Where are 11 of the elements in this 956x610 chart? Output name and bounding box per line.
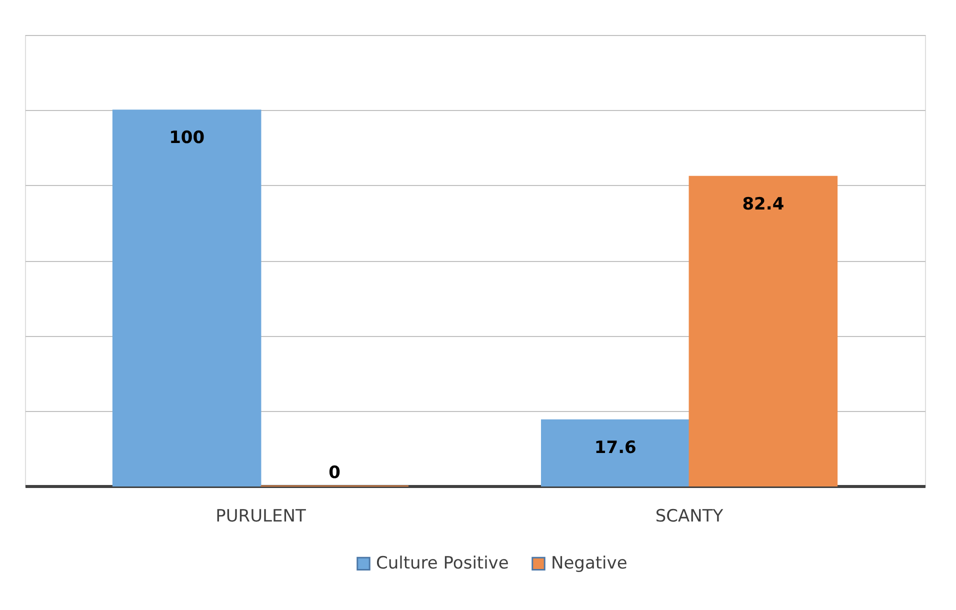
data-label: 82.4	[742, 194, 784, 214]
x-tick-label: PURULENT	[216, 506, 306, 526]
data-label: 100	[169, 128, 205, 148]
bar	[688, 176, 838, 486]
x-tick-label: SCANTY	[655, 506, 724, 526]
data-label: 0	[328, 463, 341, 483]
legend-label: Negative	[551, 554, 628, 574]
bar	[541, 419, 690, 486]
bar	[112, 110, 262, 486]
legend-label: Culture Positive	[376, 554, 509, 574]
data-label: 17.6	[594, 438, 636, 458]
